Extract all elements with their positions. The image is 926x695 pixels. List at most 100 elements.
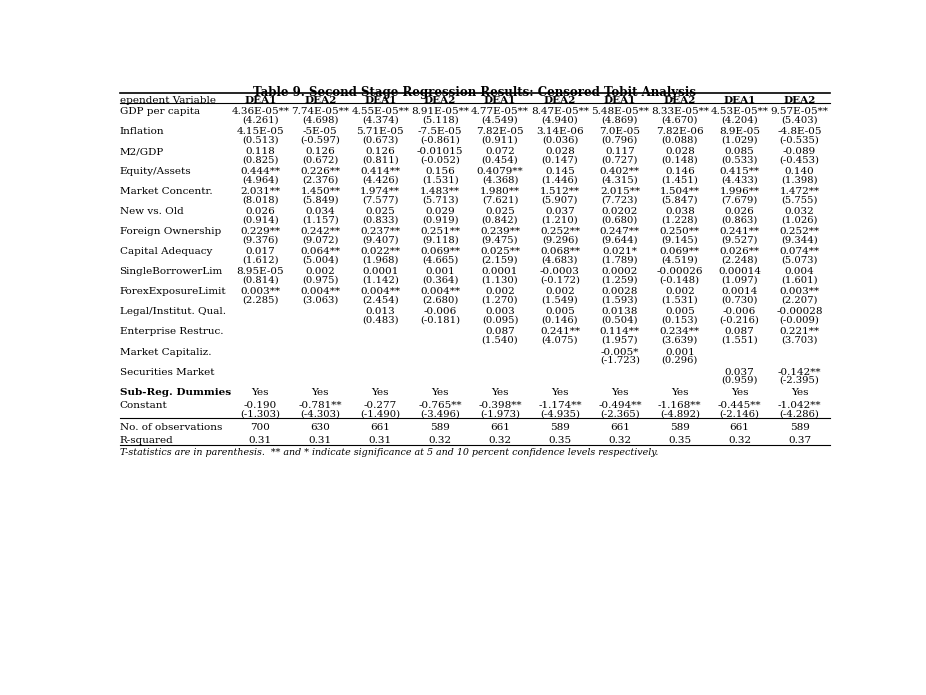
- Text: (4.683): (4.683): [542, 256, 578, 265]
- Text: 0.32: 0.32: [429, 436, 452, 445]
- Text: (5.004): (5.004): [302, 256, 339, 265]
- Text: 1.974**: 1.974**: [360, 188, 400, 197]
- Text: 0.025: 0.025: [485, 207, 515, 216]
- Text: DEA2: DEA2: [424, 96, 457, 105]
- Text: (5.118): (5.118): [421, 116, 458, 124]
- Text: -0.0003: -0.0003: [540, 268, 580, 277]
- Text: 1.450**: 1.450**: [300, 188, 341, 197]
- Text: Yes: Yes: [432, 388, 449, 397]
- Text: -0.00028: -0.00028: [776, 307, 823, 316]
- Text: Market Concentr.: Market Concentr.: [119, 188, 212, 197]
- Text: ForexExposureLimit: ForexExposureLimit: [119, 288, 226, 297]
- Text: 0.069**: 0.069**: [420, 247, 460, 256]
- Text: (0.842): (0.842): [482, 216, 519, 225]
- Text: 0.221**: 0.221**: [780, 327, 820, 336]
- Text: 0.31: 0.31: [369, 436, 392, 445]
- Text: 1.980**: 1.980**: [480, 188, 520, 197]
- Text: (9.296): (9.296): [542, 236, 578, 245]
- Text: (-1.973): (-1.973): [480, 409, 520, 418]
- Text: 0.35: 0.35: [548, 436, 571, 445]
- Text: New vs. Old: New vs. Old: [119, 207, 183, 216]
- Text: 0.00014: 0.00014: [719, 268, 761, 277]
- Text: -5E-05: -5E-05: [303, 127, 338, 136]
- Text: 0.087: 0.087: [485, 327, 515, 336]
- Text: 8.91E-05**: 8.91E-05**: [411, 107, 469, 116]
- Text: 0.068**: 0.068**: [540, 247, 580, 256]
- Text: 4.15E-05: 4.15E-05: [236, 127, 284, 136]
- Text: 700: 700: [250, 423, 270, 432]
- Text: (9.072): (9.072): [302, 236, 339, 245]
- Text: (-1.723): (-1.723): [600, 356, 640, 365]
- Text: 9.57E-05**: 9.57E-05**: [770, 107, 829, 116]
- Text: (1.446): (1.446): [542, 176, 579, 185]
- Text: Table 9. Second Stage Regression Results: Censored Tobit Analysis: Table 9. Second Stage Regression Results…: [253, 86, 696, 99]
- Text: (3.639): (3.639): [661, 336, 698, 345]
- Text: Legal/Institut. Qual.: Legal/Institut. Qual.: [119, 307, 226, 316]
- Text: 0.026: 0.026: [725, 207, 755, 216]
- Text: 3.14E-06: 3.14E-06: [536, 127, 583, 136]
- Text: -1.174**: -1.174**: [538, 400, 582, 409]
- Text: (0.727): (0.727): [602, 156, 638, 165]
- Text: DEA1: DEA1: [604, 96, 636, 105]
- Text: 0.069**: 0.069**: [659, 247, 700, 256]
- Text: 0.0138: 0.0138: [602, 307, 638, 316]
- Text: (0.454): (0.454): [482, 156, 519, 165]
- Text: R-squared: R-squared: [119, 436, 173, 445]
- Text: 0.005: 0.005: [545, 307, 575, 316]
- Text: 4.77E-05**: 4.77E-05**: [471, 107, 529, 116]
- Text: (0.513): (0.513): [242, 136, 279, 145]
- Text: 0.402**: 0.402**: [600, 167, 640, 177]
- Text: 661: 661: [370, 423, 390, 432]
- Text: 0.32: 0.32: [608, 436, 632, 445]
- Text: (2.285): (2.285): [243, 296, 279, 305]
- Text: 0.037: 0.037: [545, 207, 575, 216]
- Text: 0.239**: 0.239**: [480, 227, 520, 236]
- Text: (9.145): (9.145): [661, 236, 698, 245]
- Text: (-4.935): (-4.935): [540, 409, 580, 418]
- Text: DEA1: DEA1: [364, 96, 396, 105]
- Text: 0.034: 0.034: [306, 207, 335, 216]
- Text: 0.028: 0.028: [665, 147, 694, 156]
- Text: -1.042**: -1.042**: [778, 400, 821, 409]
- Text: 0.0001: 0.0001: [482, 268, 519, 277]
- Text: 0.025**: 0.025**: [480, 247, 520, 256]
- Text: 0.003: 0.003: [485, 307, 515, 316]
- Text: 0.074**: 0.074**: [780, 247, 820, 256]
- Text: 0.415**: 0.415**: [720, 167, 759, 177]
- Text: 0.226**: 0.226**: [300, 167, 341, 177]
- Text: (1.789): (1.789): [602, 256, 638, 265]
- Text: -0.005*: -0.005*: [601, 348, 639, 357]
- Text: (2.159): (2.159): [482, 256, 519, 265]
- Text: (4.940): (4.940): [542, 116, 579, 124]
- Text: (0.088): (0.088): [661, 136, 698, 145]
- Text: 0.229**: 0.229**: [241, 227, 281, 236]
- Text: 0.118: 0.118: [245, 147, 275, 156]
- Text: (7.723): (7.723): [602, 196, 638, 205]
- Text: (-4.286): (-4.286): [780, 409, 820, 418]
- Text: (9.376): (9.376): [243, 236, 279, 245]
- Text: 0.156: 0.156: [425, 167, 455, 177]
- Text: 1.996**: 1.996**: [720, 188, 759, 197]
- Text: (-1.490): (-1.490): [360, 409, 400, 418]
- Text: (-1.303): (-1.303): [241, 409, 281, 418]
- Text: -7.5E-05: -7.5E-05: [418, 127, 462, 136]
- Text: 0.004**: 0.004**: [420, 288, 460, 297]
- Text: (0.672): (0.672): [302, 156, 339, 165]
- Text: -0.00026: -0.00026: [657, 268, 703, 277]
- Text: Yes: Yes: [551, 388, 569, 397]
- Text: (-0.172): (-0.172): [540, 276, 580, 285]
- Text: 0.237**: 0.237**: [360, 227, 400, 236]
- Text: (5.849): (5.849): [302, 196, 339, 205]
- Text: 1.512**: 1.512**: [540, 188, 580, 197]
- Text: (1.601): (1.601): [782, 276, 818, 285]
- Text: (3.703): (3.703): [782, 336, 818, 345]
- Text: 0.31: 0.31: [249, 436, 272, 445]
- Text: (1.270): (1.270): [482, 296, 519, 305]
- Text: (0.147): (0.147): [542, 156, 579, 165]
- Text: 0.002: 0.002: [665, 288, 694, 297]
- Text: (5.403): (5.403): [782, 116, 818, 124]
- Text: 661: 661: [610, 423, 630, 432]
- Text: DEA1: DEA1: [244, 96, 277, 105]
- Text: 0.001: 0.001: [425, 268, 455, 277]
- Text: 0.126: 0.126: [306, 147, 335, 156]
